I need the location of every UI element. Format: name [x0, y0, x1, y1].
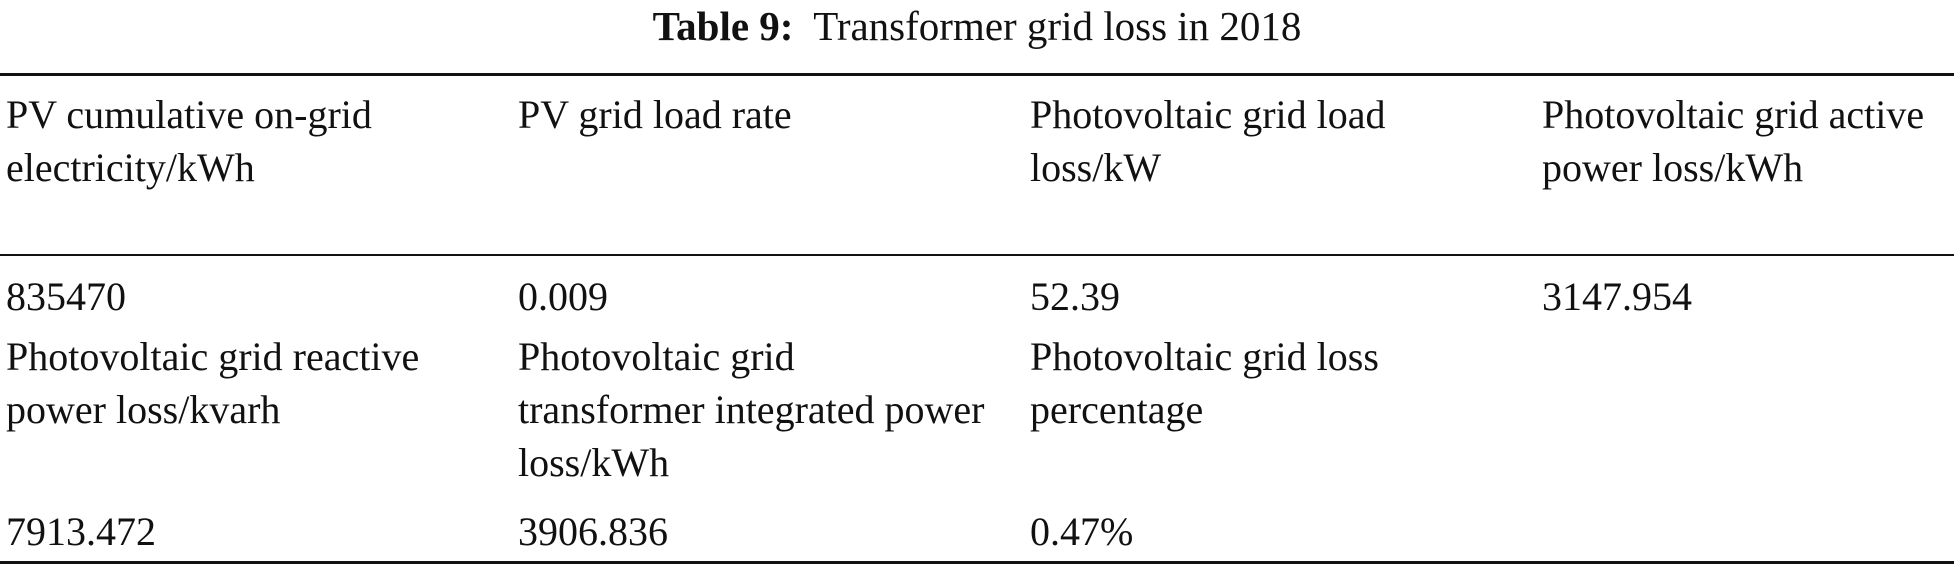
value-photovoltaic-grid-reactive-power-loss: 7913.472 [6, 509, 156, 554]
value-photovoltaic-grid-transformer-integrated-power-loss: 3906.836 [518, 509, 668, 554]
table-caption-title: Transformer grid loss in 2018 [813, 3, 1302, 49]
header-pv-cumulative-on-grid-electricity: PV cumulative on-grid electricity/kWh [6, 92, 372, 190]
table-caption: Table 9: Transformer grid loss in 2018 [0, 2, 1954, 50]
header-photovoltaic-grid-loss-percentage: Photovoltaic grid loss percentage [1030, 334, 1379, 432]
header-pv-grid-load-rate: PV grid load rate [518, 92, 792, 137]
table-caption-label: Table 9: [652, 3, 794, 49]
table-header-rule [0, 254, 1954, 256]
value-photovoltaic-grid-load-loss: 52.39 [1030, 274, 1120, 319]
value-photovoltaic-grid-loss-percentage: 0.47% [1030, 509, 1134, 554]
header-photovoltaic-grid-reactive-power-loss: Photovoltaic grid reactive power loss/kv… [6, 334, 420, 432]
value-photovoltaic-grid-active-power-loss: 3147.954 [1542, 274, 1692, 319]
value-pv-cumulative-on-grid-electricity: 835470 [6, 274, 126, 319]
header-photovoltaic-grid-transformer-integrated-power-loss: Photovoltaic grid transformer integrated… [518, 334, 985, 485]
header-photovoltaic-grid-active-power-loss: Photovoltaic grid active power loss/kWh [1542, 92, 1925, 190]
table-top-rule [0, 73, 1954, 76]
value-pv-grid-load-rate: 0.009 [518, 274, 608, 319]
header-photovoltaic-grid-load-loss: Photovoltaic grid load loss/kW [1030, 92, 1386, 190]
table-bottom-rule [0, 561, 1954, 564]
